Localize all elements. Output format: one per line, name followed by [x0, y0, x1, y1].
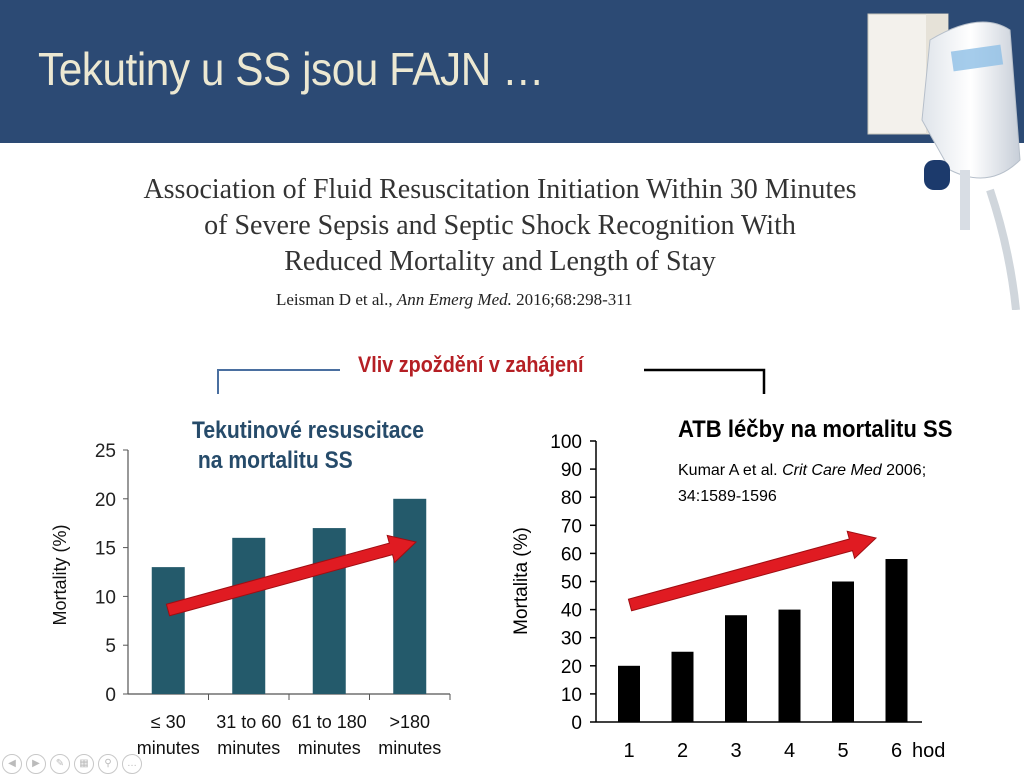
paper-title: Association of Fluid Resuscitation Initi…: [60, 172, 940, 280]
y-tick-label: 0: [105, 685, 116, 706]
right-citation-ref: 2006; 34:1589-1596: [678, 462, 927, 505]
y-axis-label: Mortality (%): [50, 524, 70, 625]
y-axis-label: Mortalita (%): [511, 527, 532, 635]
y-tick-label: 10: [95, 587, 116, 608]
trend-arrow: [165, 534, 418, 617]
x-tick-label: >180 minutes: [378, 712, 441, 758]
paper-title-line: Association of Fluid Resuscitation Initi…: [143, 174, 857, 205]
more-icon[interactable]: …: [122, 754, 142, 774]
left-chart-title: Tekutinové resuscitace na mortalitu SS: [192, 417, 425, 474]
bar: [151, 567, 185, 694]
x-tick-label: 61 to 180 minutes: [292, 712, 367, 758]
x-axis-label: hod: [912, 740, 945, 762]
paper-title-line: Reduced Mortality and Length of Stay: [284, 246, 716, 277]
bar: [393, 498, 427, 694]
zoom-icon[interactable]: ⚲: [98, 754, 118, 774]
x-tick-label: 6: [891, 740, 902, 762]
y-tick-label: 5: [105, 636, 116, 657]
slides-icon[interactable]: ▦: [74, 754, 94, 774]
y-tick-label: 25: [95, 441, 116, 462]
previous-icon[interactable]: ◀: [2, 754, 22, 774]
y-tick-label: 40: [561, 601, 582, 622]
bar: [232, 537, 266, 694]
bar: [618, 665, 640, 722]
y-tick-label: 0: [571, 713, 582, 734]
bar: [832, 581, 854, 722]
bar: [885, 559, 908, 722]
iv-bag-image: [867, 13, 1021, 310]
paper-title-line: of Severe Sepsis and Septic Shock Recogn…: [204, 210, 796, 241]
citation-authors: Leisman D et al.,: [276, 290, 393, 309]
x-tick-label: 5: [837, 740, 848, 762]
y-tick-label: 10: [561, 685, 582, 706]
y-tick-label: 60: [561, 544, 582, 565]
bar: [671, 651, 694, 722]
right-chart-title: ATB léčby na mortalitu SS: [678, 416, 953, 443]
citation-journal: Ann Emerg Med.: [396, 290, 512, 309]
y-tick-label: 80: [561, 488, 582, 509]
x-tick-label: 31 to 60 minutes: [216, 712, 281, 758]
slide-title: Tekutiny u SS jsou FAJN …: [38, 43, 544, 95]
y-tick-label: 50: [561, 573, 582, 594]
delay-label: Vliv zpoždění v zahájení: [358, 352, 584, 377]
next-icon[interactable]: ▶: [26, 754, 46, 774]
presentation-toolbar: ◀ ▶ ✎ ▦ ⚲ …: [2, 754, 142, 774]
y-tick-label: 100: [550, 432, 582, 453]
x-tick-label: 3: [730, 740, 741, 762]
bar: [778, 609, 801, 722]
x-tick-label: ≤ 30 minutes: [137, 712, 200, 758]
x-tick-label: 2: [677, 740, 688, 762]
y-tick-label: 30: [561, 629, 582, 650]
bar: [725, 615, 747, 722]
y-tick-label: 20: [95, 490, 116, 511]
citation-ref: 2016;68:298-311: [516, 290, 633, 309]
right-citation: Kumar A et al. Crit Care Med 2006; 34:15…: [678, 458, 978, 510]
y-tick-label: 20: [561, 657, 582, 678]
paper-citation: Leisman D et al., Ann Emerg Med. 2016;68…: [276, 290, 633, 310]
trend-arrow: [627, 530, 878, 612]
x-tick-label: 1: [623, 740, 634, 762]
y-tick-label: 90: [561, 460, 582, 481]
right-citation-authors: Kumar A et al.: [678, 462, 778, 479]
y-tick-label: 15: [95, 539, 116, 560]
bar: [312, 528, 346, 694]
slide-header: [0, 0, 1024, 143]
x-tick-label: 4: [784, 740, 795, 762]
y-tick-label: 70: [561, 516, 582, 537]
right-citation-journal: Crit Care Med: [782, 462, 882, 479]
pen-icon[interactable]: ✎: [50, 754, 70, 774]
